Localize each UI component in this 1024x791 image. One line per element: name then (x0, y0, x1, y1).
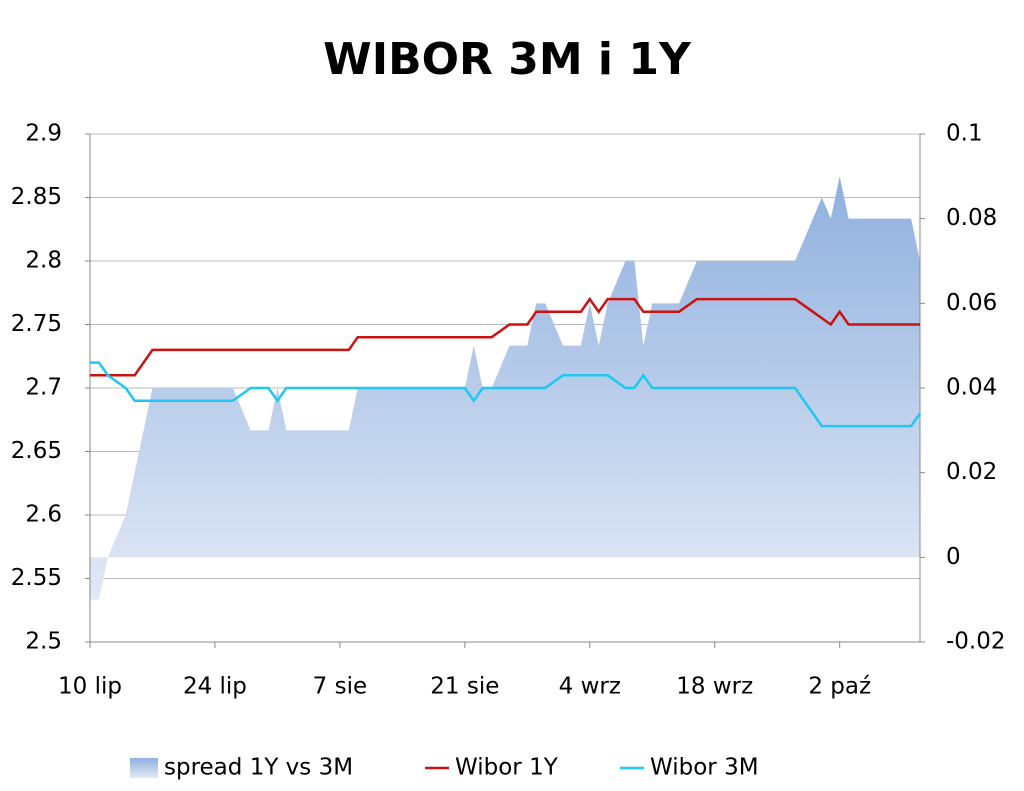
y2-tick-label: 0.08 (946, 205, 997, 231)
y2-tick-label: 0 (946, 544, 961, 570)
x-tick-label: 7 sie (313, 674, 367, 700)
x-tick-label: 4 wrz (559, 674, 621, 700)
y2-tick-label: 0.04 (946, 375, 997, 401)
y-tick-label: 2.65 (11, 438, 62, 464)
y2-tick-label: 0.06 (946, 290, 997, 316)
x-tick-label: 24 lip (183, 674, 247, 700)
y-tick-label: 2.75 (11, 311, 62, 337)
y-tick-label: 2.8 (25, 248, 62, 274)
line (90, 361, 922, 428)
chart-title: WIBOR 3M i 1Y (323, 34, 692, 85)
x-tick-label: 2 paź (808, 674, 871, 700)
x-tick-label: 10 lip (58, 674, 122, 700)
line (90, 296, 920, 377)
y-tick-label: 2.5 (25, 629, 62, 655)
legend-label: Wibor 1Y (455, 755, 559, 781)
y-tick-label: 2.9 (25, 121, 62, 147)
y-tick-label: 2.55 (11, 565, 62, 591)
x-tick-label: 18 wrz (676, 674, 753, 700)
legend-swatch (130, 758, 158, 778)
y-tick-label: 2.6 (25, 502, 62, 528)
y-tick-label: 2.85 (11, 184, 62, 210)
legend-label: spread 1Y vs 3M (164, 755, 353, 781)
legend-label: Wibor 3M (650, 755, 759, 781)
y2-tick-label: -0.02 (946, 629, 1006, 655)
y2-tick-label: 0.02 (946, 459, 997, 485)
x-tick-label: 21 sie (430, 674, 499, 700)
y2-tick-label: 0.1 (946, 121, 983, 147)
y-tick-label: 2.7 (25, 375, 62, 401)
